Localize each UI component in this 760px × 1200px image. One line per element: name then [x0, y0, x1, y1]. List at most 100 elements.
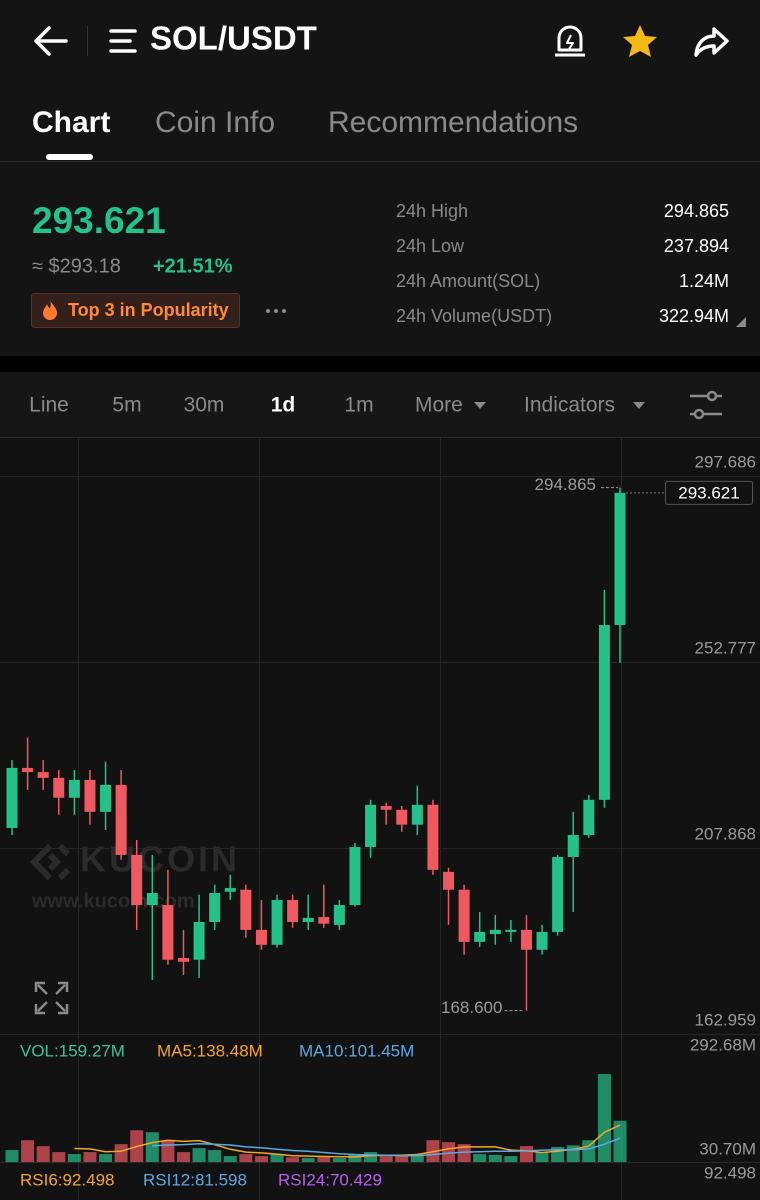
chart-bg	[0, 438, 760, 1200]
favorite-star[interactable]	[623, 25, 657, 57]
volume-bar	[114, 1144, 128, 1162]
candle-body	[84, 779, 96, 812]
stat-label: 24h Low	[396, 236, 465, 256]
y-tick-label: 252.777	[695, 638, 756, 657]
dropdown-arrow	[474, 402, 486, 409]
candle-body	[489, 929, 501, 935]
candle-body	[318, 917, 330, 924]
candle-body	[598, 625, 610, 800]
tab[interactable]: Coin Info	[155, 106, 275, 139]
menu-button[interactable]	[109, 29, 137, 53]
candle-body	[209, 893, 221, 923]
volume-bar	[52, 1152, 66, 1162]
separator	[0, 356, 760, 372]
toolbar-item[interactable]: More	[415, 394, 463, 417]
fullscreen-button[interactable]	[34, 981, 69, 1015]
candle-body	[474, 931, 486, 942]
dropdown-arrow	[633, 402, 645, 409]
back-button[interactable]	[34, 26, 68, 56]
settings-button[interactable]	[690, 390, 722, 420]
legend-entry: MA10:101.45M	[299, 1041, 414, 1060]
volume-bar	[208, 1150, 222, 1162]
legend-entry: VOL:159.27M	[20, 1041, 125, 1060]
stat-value: 294.865	[664, 201, 729, 221]
slider-knob	[693, 408, 705, 420]
back-icon	[34, 26, 68, 56]
candle-body	[365, 804, 377, 848]
volume-bar	[317, 1157, 331, 1162]
volume-bar	[582, 1140, 596, 1162]
candle-body	[349, 847, 361, 906]
rsi-axis-label: 92.498	[704, 1163, 756, 1182]
more-dots[interactable]	[266, 309, 286, 313]
stat-value: 322.94M	[659, 306, 729, 326]
candle-body	[552, 856, 564, 932]
alert-icon	[555, 25, 585, 57]
legend-entry: MA5:138.48M	[157, 1041, 263, 1060]
volume-bar	[99, 1154, 113, 1162]
candle-body	[193, 922, 205, 960]
volume-bar	[364, 1152, 378, 1162]
volume-bar	[67, 1154, 81, 1162]
interval-active[interactable]: 1d	[271, 394, 296, 417]
candle-body	[255, 929, 267, 945]
stat-label: 24h Amount(SOL)	[396, 271, 540, 291]
candle-body	[146, 893, 158, 906]
rsi-legend: RSI6:92.498	[20, 1170, 115, 1189]
y-tick-label: 297.686	[695, 452, 756, 471]
share-button[interactable]	[694, 27, 729, 57]
tab[interactable]: Recommendations	[328, 106, 578, 139]
volume-bar	[36, 1146, 50, 1162]
y-tick-label: 30.70M	[699, 1139, 756, 1158]
candle-body	[520, 929, 532, 950]
candle-body	[411, 804, 423, 825]
dot	[274, 309, 278, 313]
candle-body	[100, 784, 112, 812]
volume-bar	[473, 1154, 487, 1162]
y-tick-label: 162.959	[695, 1010, 756, 1029]
watermark-logo	[29, 843, 71, 881]
volume-chart: 292.68M 30.70M VOL:159.27M MA5:138.48M MA10:…	[5, 1035, 756, 1162]
dot	[282, 309, 286, 313]
volume-bar	[613, 1120, 627, 1162]
volume-bar	[597, 1073, 611, 1162]
rsi-legend: RSI12:81.598	[143, 1170, 247, 1189]
stat-value: 237.894	[664, 236, 729, 256]
volume-bar	[176, 1152, 190, 1162]
volume-bar	[504, 1156, 518, 1162]
volume-bar	[332, 1158, 346, 1162]
toolbar-item[interactable]: 1m	[344, 394, 373, 417]
y-tick-label: 207.868	[695, 824, 756, 843]
slider-knob	[706, 390, 718, 402]
volume-bar	[161, 1140, 175, 1162]
pair-title[interactable]: SOL/USDT	[150, 20, 317, 57]
price-chart: 297.686 252.777 207.868 162.959 294.865 168.6…	[0, 452, 760, 1035]
candle-body	[131, 854, 143, 906]
volume-bar	[192, 1148, 206, 1162]
toolbar-item[interactable]: Line	[29, 394, 69, 417]
toolbar-item[interactable]: Indicators	[524, 394, 615, 417]
stats: 24h High 294.865 24h Low 237.894 24h Amount(…	[396, 201, 729, 326]
tab-active[interactable]: Chart	[32, 106, 110, 139]
toolbar-item[interactable]: 5m	[112, 394, 141, 417]
volume-bar	[535, 1152, 549, 1162]
alert-button[interactable]	[555, 25, 585, 57]
stat-value: 1.24M	[679, 271, 729, 291]
badge[interactable]	[31, 293, 240, 328]
ma-line	[152, 1137, 621, 1157]
min-label: 168.600	[441, 998, 502, 1017]
candle-body	[505, 929, 517, 932]
candle-body	[333, 905, 345, 925]
menu-icon	[109, 29, 137, 53]
candle-body	[53, 777, 65, 798]
candle-body	[427, 804, 439, 870]
watermark-brand: KUCOIN	[80, 839, 240, 880]
volume-bar	[145, 1132, 159, 1162]
candle-body	[68, 779, 80, 798]
max-label: 294.865	[535, 475, 596, 494]
toolbar-item[interactable]: 30m	[184, 394, 225, 417]
stat-label: 24h Volume(USDT)	[396, 306, 552, 326]
badge-text: Top 3 in Popularity	[68, 300, 229, 320]
flame-icon	[43, 301, 57, 320]
